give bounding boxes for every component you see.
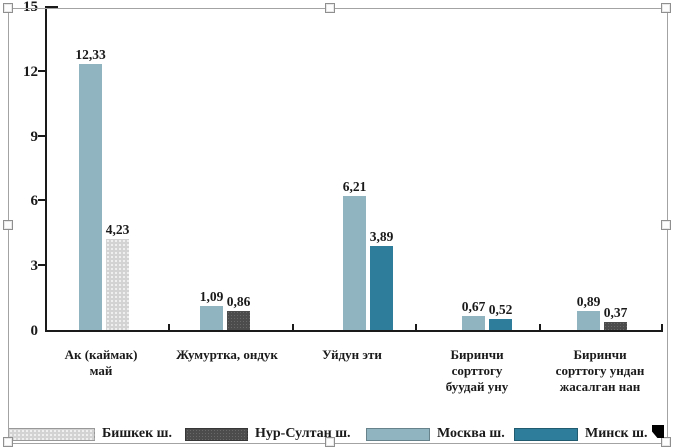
x-tick-mark (539, 324, 541, 330)
bar-москва-ш-[interactable] (343, 196, 366, 330)
y-tick-label: 3 (30, 258, 39, 275)
legend-label-3: Москва ш. (437, 426, 505, 441)
bar-value-label: 0,52 (488, 302, 513, 317)
category-label: Биринчи сорттогу ундан жасалган нан (555, 347, 645, 394)
category-label: Биринчи сорттогу буудай уну (445, 347, 509, 394)
legend-label-4: Минск ш. (585, 426, 648, 441)
y-axis-top-cap (45, 6, 58, 8)
bar-москва-ш-[interactable] (577, 311, 600, 330)
resize-handle-top-middle[interactable] (325, 3, 335, 13)
y-tick-label: 15 (23, 0, 38, 15)
y-axis-line (45, 6, 47, 332)
bar-москва-ш-[interactable] (462, 316, 485, 330)
legend-label-2: Нур-Султан ш. (255, 426, 351, 441)
y-tick-mark (38, 69, 45, 72)
resize-handle-top-left[interactable] (3, 3, 13, 13)
legend-swatch-1[interactable] (8, 428, 95, 441)
x-tick-mark (661, 324, 663, 330)
legend-swatch-3[interactable] (366, 428, 430, 441)
bar-value-label: 0,67 (461, 299, 486, 314)
y-tick-mark (38, 134, 45, 137)
x-tick-mark (415, 324, 417, 330)
bar-value-label: 12,33 (75, 47, 106, 62)
resize-handle-bottom-middle[interactable] (325, 437, 335, 447)
bar-value-label: 3,89 (369, 229, 394, 244)
bar-value-label: 0,89 (576, 294, 601, 309)
object-anchor-flag-icon (652, 425, 664, 438)
bar-value-label: 0,86 (226, 294, 251, 309)
bar-москва-ш-[interactable] (200, 306, 223, 330)
bar-минск-ш-[interactable] (370, 246, 393, 330)
resize-handle-middle-left[interactable] (3, 220, 13, 230)
resize-handle-bottom-right[interactable] (661, 437, 671, 447)
y-tick-label: 6 (30, 193, 39, 210)
x-axis-line (45, 330, 663, 332)
bar-value-label: 1,09 (199, 289, 224, 304)
resize-handle-top-right[interactable] (661, 3, 671, 13)
y-tick-label: 12 (23, 63, 38, 80)
resize-handle-bottom-left[interactable] (3, 437, 13, 447)
y-tick-label: 0 (30, 323, 39, 339)
x-tick-mark (168, 324, 170, 330)
bar-москва-ш-[interactable] (79, 64, 102, 330)
legend-swatch-2[interactable] (185, 428, 248, 441)
x-tick-mark (292, 324, 294, 330)
y-tick-label: 9 (30, 128, 39, 145)
category-label: Уйдун эти (322, 347, 382, 362)
bar-нур-султан-ш-[interactable] (227, 311, 250, 330)
legend-label-1: Бишкек ш. (102, 426, 172, 441)
y-tick-mark (38, 199, 45, 202)
legend-swatch-4[interactable] (514, 428, 578, 441)
bar-нур-султан-ш-[interactable] (604, 322, 627, 330)
bar-value-label: 0,37 (603, 305, 628, 320)
bar-бишкек-ш-[interactable] (106, 239, 129, 330)
bar-value-label: 6,21 (342, 179, 367, 194)
resize-handle-middle-right[interactable] (661, 220, 671, 230)
bar-value-label: 4,23 (105, 222, 130, 237)
category-label: Ак (каймак) май (64, 347, 138, 378)
y-tick-mark (38, 264, 45, 267)
category-label: Жумуртка, ондук (176, 347, 278, 362)
bar-минск-ш-[interactable] (489, 319, 512, 330)
